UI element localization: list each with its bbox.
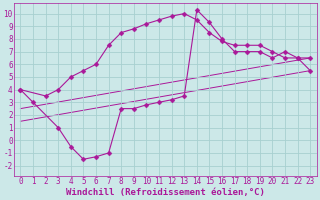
X-axis label: Windchill (Refroidissement éolien,°C): Windchill (Refroidissement éolien,°C) — [66, 188, 265, 197]
